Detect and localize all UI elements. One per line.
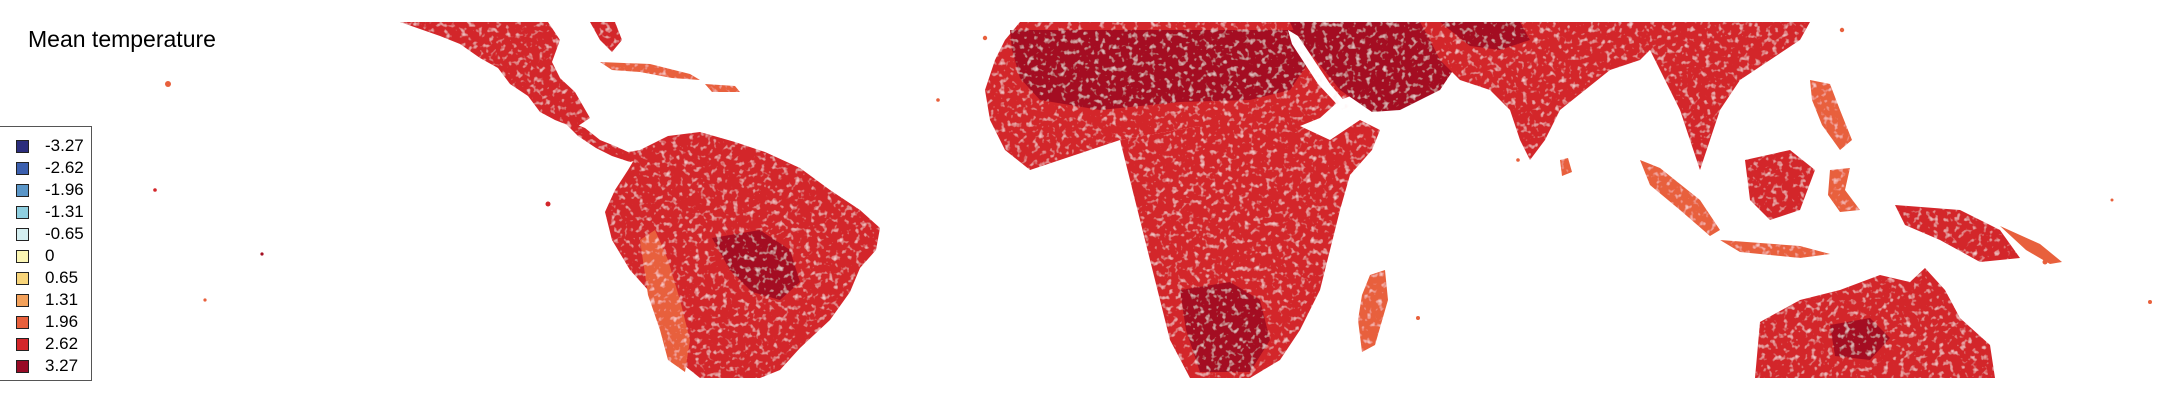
australia-region: [1755, 268, 1995, 378]
central-america-region: [400, 22, 740, 162]
legend-label: -0.65: [45, 224, 84, 243]
legend-item: -3.27: [0, 135, 91, 157]
legend-swatch: [16, 337, 29, 351]
island-pacific-d: [936, 98, 940, 102]
island-galapagos: [545, 201, 551, 207]
island-pacific-f: [1839, 27, 1845, 33]
island-pacific-a: [153, 188, 157, 192]
warm-andes: [640, 230, 690, 372]
hot-australia-interior: [1830, 318, 1890, 360]
legend-item: 2.62: [0, 333, 91, 355]
water-red-sea: [1288, 30, 1352, 114]
island-pacific-b: [260, 252, 264, 256]
land-new-guinea: [1895, 205, 2020, 262]
land-arabian-peninsula: [1290, 22, 1460, 112]
map-title: Mean temperature: [28, 26, 216, 52]
legend: -3.27 -2.62 -1.96 -1.31 -0.65 0 0.65 1.31 1.96 2.…: [0, 126, 92, 381]
land-south-asia: [1420, 22, 1660, 160]
island-chain-melanesia: [2000, 226, 2062, 264]
hot-amazon-basin: [712, 230, 800, 300]
island-pacific-g: [2110, 198, 2114, 202]
africa-region: [985, 22, 1460, 378]
legend-item: -2.62: [0, 157, 91, 179]
land-borneo: [1745, 150, 1815, 220]
land-cuba: [600, 62, 700, 80]
legend-swatch: [16, 315, 29, 329]
hot-sahara: [1010, 30, 1310, 110]
legend-label: -1.31: [45, 202, 84, 221]
island-cape-verde: [982, 35, 988, 41]
legend-item: -0.65: [0, 223, 91, 245]
land-central-america: [560, 118, 645, 162]
island-hawaii: [165, 81, 171, 87]
legend-label: 3.27: [45, 356, 79, 375]
land-madagascar: [1358, 270, 1388, 352]
legend-label: -2.62: [45, 158, 84, 177]
hot-arabian-gulf-zone: [1440, 22, 1530, 50]
legend-label: -3.27: [45, 136, 84, 155]
island-mauritius: [1416, 316, 1420, 320]
legend-swatch: [16, 205, 29, 219]
land-florida: [590, 22, 622, 52]
island-pacific-e: [2148, 300, 2152, 304]
scattered-islands: [153, 27, 2152, 320]
legend-label: 1.31: [45, 290, 79, 309]
legend-label: -1.96: [45, 180, 84, 199]
legend-swatch: [16, 139, 29, 153]
legend-swatch: [16, 293, 29, 307]
land-sulawesi: [1828, 168, 1860, 212]
legend-item: -1.31: [0, 201, 91, 223]
asia-region: [1420, 22, 2020, 262]
legend-item: -1.96: [0, 179, 91, 201]
island-pacific-c: [203, 298, 207, 302]
land-mexico: [400, 22, 590, 128]
legend-item: 1.31: [0, 289, 91, 311]
legend-swatch: [16, 359, 29, 373]
legend-item: 1.96: [0, 311, 91, 333]
land-sri-lanka: [1560, 158, 1572, 176]
island-maldives: [1516, 158, 1520, 162]
legend-swatch: [16, 249, 29, 263]
south-america-region: [605, 132, 880, 378]
legend-swatch: [16, 161, 29, 175]
legend-label: 2.62: [45, 334, 79, 353]
land-hispaniola: [705, 84, 740, 92]
legend-label: 0.65: [45, 268, 79, 287]
legend-item: 0.65: [0, 267, 91, 289]
legend-swatch: [16, 227, 29, 241]
legend-label: 0: [45, 246, 55, 265]
land-sumatra: [1640, 160, 1720, 236]
land-java: [1720, 240, 1830, 258]
land-indochina: [1650, 22, 1810, 170]
legend-swatch: [16, 183, 29, 197]
hot-southern-africa: [1180, 282, 1270, 372]
legend-swatch: [16, 271, 29, 285]
legend-item: 0: [0, 245, 91, 267]
legend-item: 3.27: [0, 355, 91, 377]
land-philippines: [1810, 80, 1852, 150]
legend-label: 1.96: [45, 312, 79, 331]
